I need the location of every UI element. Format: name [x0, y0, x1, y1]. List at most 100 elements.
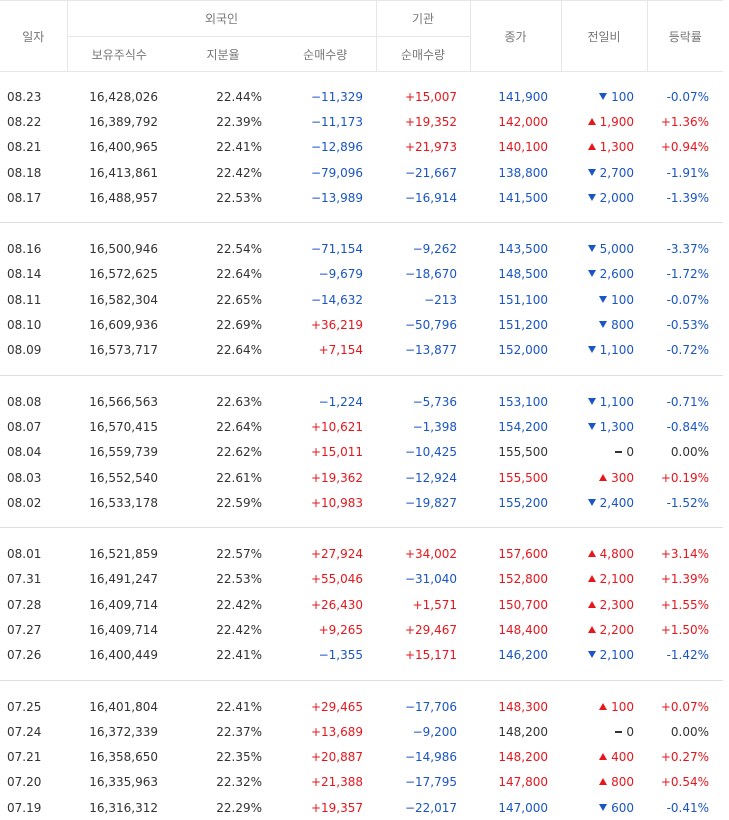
cell-date: 08.02	[0, 490, 67, 515]
cell-inst-net: −17,706	[376, 694, 470, 719]
cell-rate: -1.72%	[647, 262, 723, 287]
cell-ratio: 22.42%	[171, 617, 275, 642]
cell-date: 07.25	[0, 694, 67, 719]
cell-holdings: 16,358,650	[67, 745, 171, 770]
arrow-down-icon	[588, 346, 596, 353]
cell-change: 0	[561, 719, 647, 744]
cell-rate: -0.53%	[647, 312, 723, 337]
cell-foreign-net: +21,388	[275, 770, 376, 795]
cell-foreign-net: +19,362	[275, 465, 376, 490]
cell-close: 148,400	[470, 617, 561, 642]
group-spacer	[0, 377, 723, 389]
cell-change: 1,300	[561, 135, 647, 160]
change-value: 5,000	[600, 242, 634, 256]
change-value: 1,300	[600, 140, 634, 154]
arrow-up-icon	[588, 118, 596, 125]
group-spacer	[0, 682, 723, 694]
group-gap	[0, 515, 723, 528]
arrow-down-icon	[588, 499, 596, 506]
cell-rate: +1.36%	[647, 109, 723, 134]
arrow-down-icon	[599, 93, 607, 100]
change-value: 400	[611, 750, 634, 764]
change-value: 2,000	[600, 191, 634, 205]
cell-date: 07.26	[0, 643, 67, 668]
cell-foreign-net: +26,430	[275, 592, 376, 617]
cell-foreign-net: −9,679	[275, 262, 376, 287]
cell-inst-net: −13,877	[376, 338, 470, 363]
cell-ratio: 22.41%	[171, 643, 275, 668]
cell-foreign-net: −11,173	[275, 109, 376, 134]
cell-close: 151,100	[470, 287, 561, 312]
cell-change: 2,600	[561, 262, 647, 287]
cell-change: 400	[561, 745, 647, 770]
cell-change: 1,100	[561, 389, 647, 414]
cell-holdings: 16,400,449	[67, 643, 171, 668]
cell-change: 2,200	[561, 617, 647, 642]
cell-inst-net: −5,736	[376, 389, 470, 414]
change-value: 800	[611, 775, 634, 789]
arrow-down-icon	[588, 423, 596, 430]
group-spacer	[0, 224, 723, 236]
cell-holdings: 16,500,946	[67, 236, 171, 261]
cell-date: 08.03	[0, 465, 67, 490]
cell-change: 0	[561, 440, 647, 465]
change-value: 800	[611, 318, 634, 332]
cell-close: 155,200	[470, 490, 561, 515]
cell-ratio: 22.64%	[171, 262, 275, 287]
change-value: 1,100	[600, 395, 634, 409]
cell-rate: -0.72%	[647, 338, 723, 363]
cell-change: 1,100	[561, 338, 647, 363]
cell-ratio: 22.32%	[171, 770, 275, 795]
flat-dash-icon	[615, 451, 622, 453]
cell-date: 07.28	[0, 592, 67, 617]
cell-date: 07.31	[0, 567, 67, 592]
cell-rate: +3.14%	[647, 541, 723, 566]
cell-inst-net: −50,796	[376, 312, 470, 337]
header-institution: 기관	[376, 1, 470, 37]
cell-holdings: 16,389,792	[67, 109, 171, 134]
cell-close: 146,200	[470, 643, 561, 668]
cell-holdings: 16,572,625	[67, 262, 171, 287]
cell-date: 07.20	[0, 770, 67, 795]
cell-foreign-net: +13,689	[275, 719, 376, 744]
cell-inst-net: −9,262	[376, 236, 470, 261]
cell-foreign-net: +36,219	[275, 312, 376, 337]
cell-change: 100	[561, 694, 647, 719]
cell-inst-net: −10,425	[376, 440, 470, 465]
cell-date: 08.18	[0, 160, 67, 185]
cell-close: 141,900	[470, 84, 561, 109]
cell-change: 2,300	[561, 592, 647, 617]
cell-inst-net: −12,924	[376, 465, 470, 490]
cell-holdings: 16,409,714	[67, 617, 171, 642]
arrow-down-icon	[588, 194, 596, 201]
cell-inst-net: +19,352	[376, 109, 470, 134]
change-value: 100	[611, 90, 634, 104]
cell-close: 148,300	[470, 694, 561, 719]
cell-date: 08.09	[0, 338, 67, 363]
cell-rate: +0.94%	[647, 135, 723, 160]
cell-rate: -1.39%	[647, 185, 723, 210]
change-value: 4,800	[600, 547, 634, 561]
cell-foreign-net: +29,465	[275, 694, 376, 719]
cell-rate: +0.27%	[647, 745, 723, 770]
cell-change: 5,000	[561, 236, 647, 261]
table-header: 일자 외국인 기관 종가 전일비 등락률 보유주식수 지분율 순매수량 순매수량	[0, 1, 723, 72]
cell-inst-net: +15,007	[376, 84, 470, 109]
cell-holdings: 16,559,739	[67, 440, 171, 465]
change-value: 0	[626, 725, 634, 739]
cell-holdings: 16,533,178	[67, 490, 171, 515]
cell-ratio: 22.62%	[171, 440, 275, 465]
cell-rate: -1.52%	[647, 490, 723, 515]
